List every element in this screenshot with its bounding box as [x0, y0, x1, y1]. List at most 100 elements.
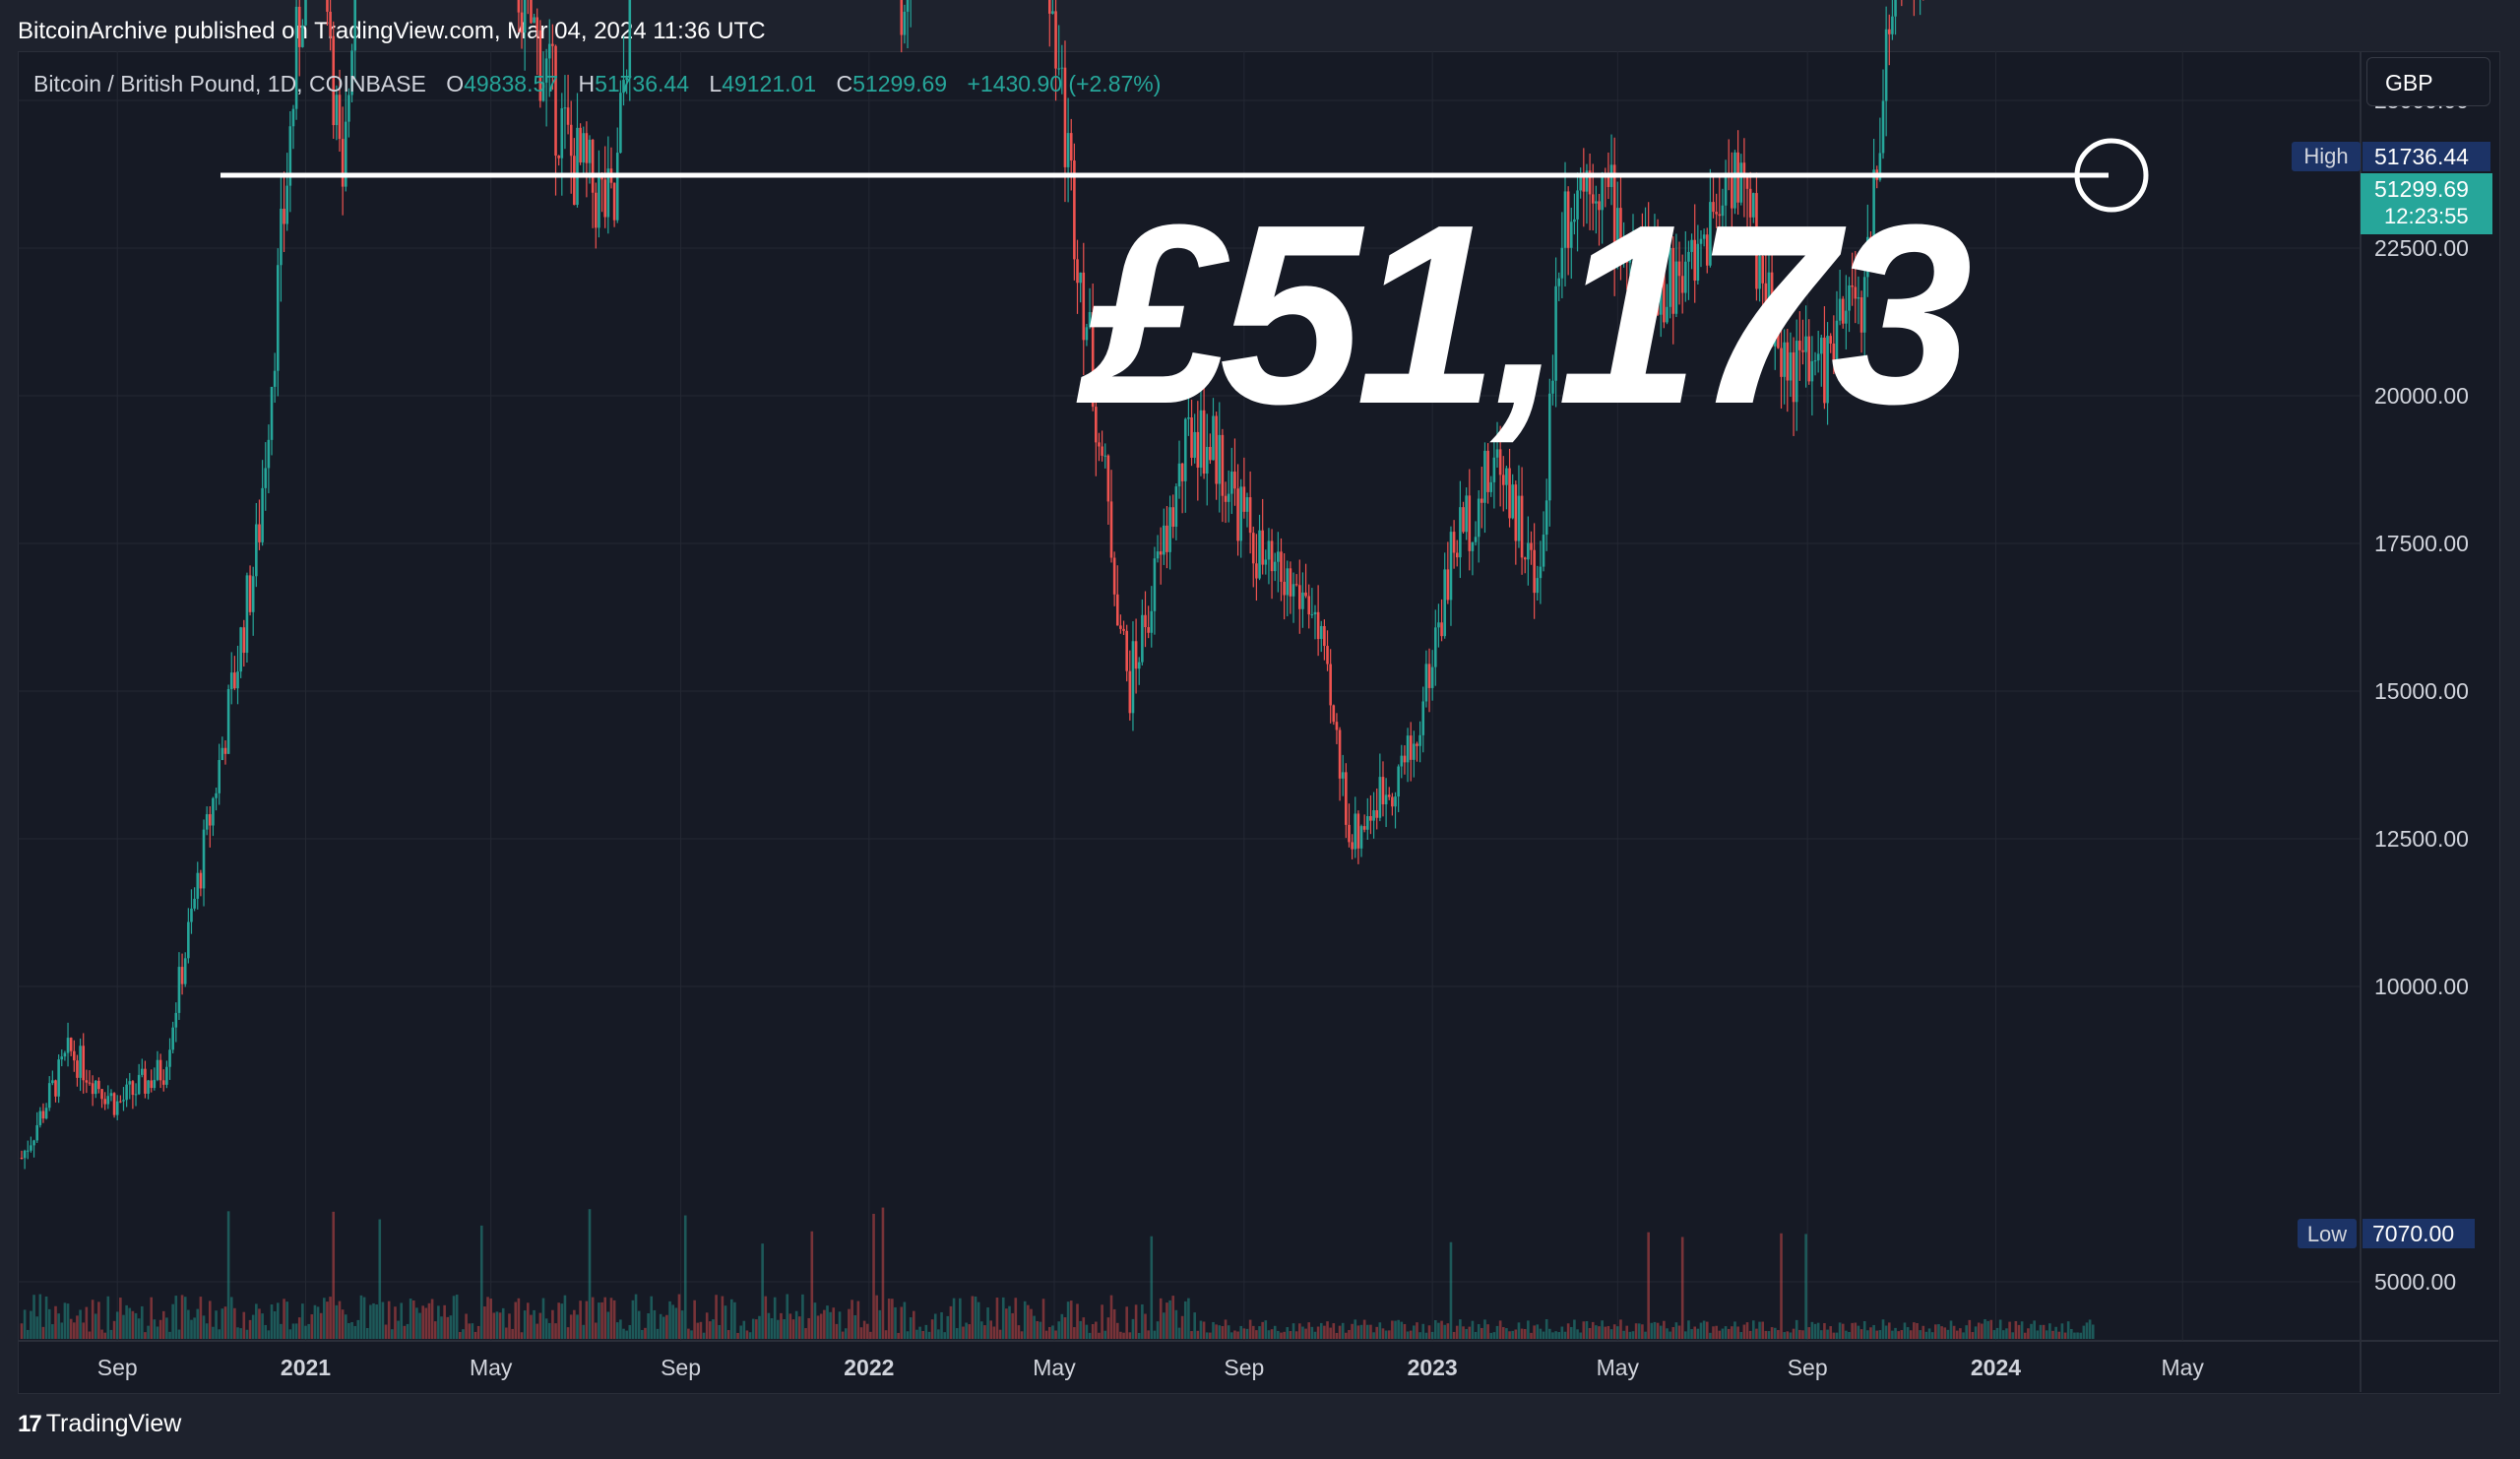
volume-bar [1835, 1332, 1839, 1339]
candle-body [1783, 342, 1786, 377]
candle-body [1829, 336, 1832, 344]
volume-bar [1384, 1330, 1388, 1339]
volume-bar [2039, 1324, 2043, 1339]
candle-body [1137, 662, 1141, 669]
volume-bar [85, 1306, 89, 1339]
candle-body [551, 43, 554, 46]
candle-body [1857, 297, 1860, 299]
candle-body [1764, 283, 1768, 306]
candle-body [1375, 810, 1379, 818]
candle-body [1724, 175, 1728, 206]
candle-body [1644, 241, 1647, 318]
volume-bar [1557, 1332, 1561, 1339]
volume-bar [375, 1303, 378, 1339]
chart-pane[interactable] [18, 51, 2500, 1394]
volume-bar [1998, 1319, 2002, 1339]
price-axis: 5000.00 10000.00 12500.00 15000.00 17500.00 2… [2374, 88, 2469, 1295]
candle-body [261, 487, 264, 542]
candle-body [1418, 734, 1421, 746]
volume-bar [421, 1305, 424, 1339]
volume-bar [381, 1301, 385, 1339]
volume-bar [1069, 1300, 1073, 1339]
candle-body [1795, 341, 1798, 403]
tradingview-logo[interactable]: 17 TradingView [18, 1410, 181, 1438]
volume-bar [180, 1295, 184, 1339]
symbol-name[interactable]: Bitcoin / British Pound, 1D, COINBASE [33, 71, 426, 96]
candle-body [233, 672, 236, 689]
high-label: H [578, 71, 596, 96]
candle-body [297, 6, 301, 47]
volume-bar [1576, 1329, 1579, 1339]
volume-bar [1079, 1320, 1082, 1339]
volume-bar [1906, 1327, 1910, 1339]
candle-body [1656, 234, 1660, 315]
volume-bar [927, 1331, 931, 1339]
volume-bar [761, 1243, 764, 1339]
candle-body [1637, 247, 1641, 251]
candle-body [1459, 507, 1462, 558]
volume-bar [819, 1313, 823, 1339]
volume-bar [1433, 1319, 1437, 1339]
candle-body [60, 1056, 64, 1060]
volume-bar [344, 1314, 347, 1339]
candle-body [1718, 214, 1722, 217]
volume-bar [1304, 1328, 1307, 1339]
candle-body [1115, 594, 1119, 626]
candle-body [1187, 416, 1190, 419]
candle-body [1248, 497, 1252, 534]
volume-bar [1854, 1322, 1858, 1339]
volume-bar [794, 1310, 798, 1339]
volume-bar [1335, 1332, 1339, 1339]
candle-body [1069, 133, 1073, 161]
candle-body [1128, 670, 1132, 714]
volume-bar [144, 1332, 147, 1339]
candle-body [338, 95, 342, 140]
volume-bar [1095, 1321, 1098, 1339]
volume-bar [979, 1321, 983, 1339]
currency-button[interactable]: GBP [2366, 57, 2490, 106]
volume-bar [1054, 1330, 1057, 1339]
volume-bar [353, 1325, 356, 1339]
volume-bar [1369, 1324, 1372, 1339]
candle-body [628, 0, 632, 79]
candle-body [1569, 222, 1573, 248]
volume-bar [171, 1303, 174, 1339]
volume-bar [786, 1294, 789, 1339]
candle-body [1881, 100, 1885, 154]
volume-bar [807, 1317, 810, 1339]
volume-bar [1659, 1325, 1663, 1339]
volume-bar [687, 1328, 690, 1339]
candle-body [1174, 486, 1178, 528]
candle-body [1082, 272, 1086, 341]
volume-bar [492, 1312, 496, 1339]
volume-bar [397, 1320, 400, 1339]
volume-bar [362, 1297, 366, 1339]
y-tick-label: 22500.00 [2374, 235, 2469, 261]
volume-bar [94, 1313, 97, 1339]
candle-body [1495, 449, 1499, 458]
volume-bar [1770, 1327, 1774, 1339]
volume-bar [433, 1321, 437, 1339]
candle-body [1406, 735, 1410, 763]
volume-bar [280, 1323, 283, 1339]
volume-bar [921, 1330, 925, 1339]
volume-bar [424, 1307, 428, 1339]
candle-body [283, 209, 285, 224]
candle-body [1354, 813, 1357, 850]
volume-bar [468, 1323, 472, 1339]
candle-body [73, 1050, 76, 1061]
volume-bar [1505, 1328, 1508, 1339]
volume-bar [631, 1300, 635, 1339]
candle-body [1684, 261, 1687, 293]
candle-body [563, 107, 567, 109]
volume-bar [1862, 1320, 1866, 1339]
volume-bar [1804, 1234, 1807, 1339]
candle-body [1669, 247, 1671, 307]
candle-body [1261, 530, 1264, 565]
volume-bar [976, 1301, 980, 1339]
y-tick-label: 15000.00 [2374, 678, 2469, 704]
volume-bar [1551, 1332, 1554, 1339]
volume-bar [1606, 1325, 1610, 1339]
volume-bar [1112, 1308, 1116, 1339]
